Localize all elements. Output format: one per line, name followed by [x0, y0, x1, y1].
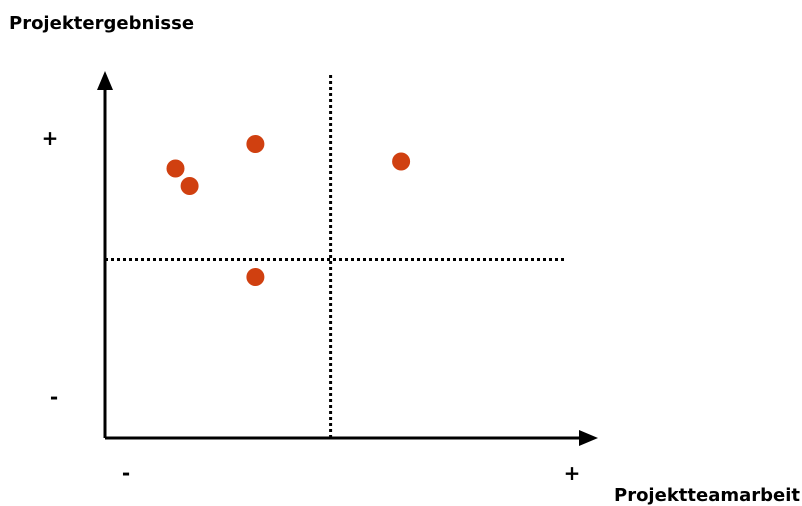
y-axis-title: Projektergebnisse [9, 13, 194, 34]
data-point-5 [246, 268, 265, 286]
x-axis-title: Projektteamarbeit [614, 485, 800, 506]
y-axis-arrow-icon [97, 71, 113, 90]
data-point-4 [392, 152, 411, 171]
y-axis-max-label: + [42, 126, 59, 150]
data-point-3 [246, 135, 265, 153]
x-axis-min-label: - [122, 461, 130, 485]
data-point-2 [180, 177, 199, 195]
data-point-1 [166, 159, 185, 178]
data-points [166, 135, 411, 286]
y-axis-min-label: - [50, 385, 58, 409]
x-axis-arrow-icon [579, 430, 598, 446]
x-axis-max-label: + [564, 461, 581, 485]
